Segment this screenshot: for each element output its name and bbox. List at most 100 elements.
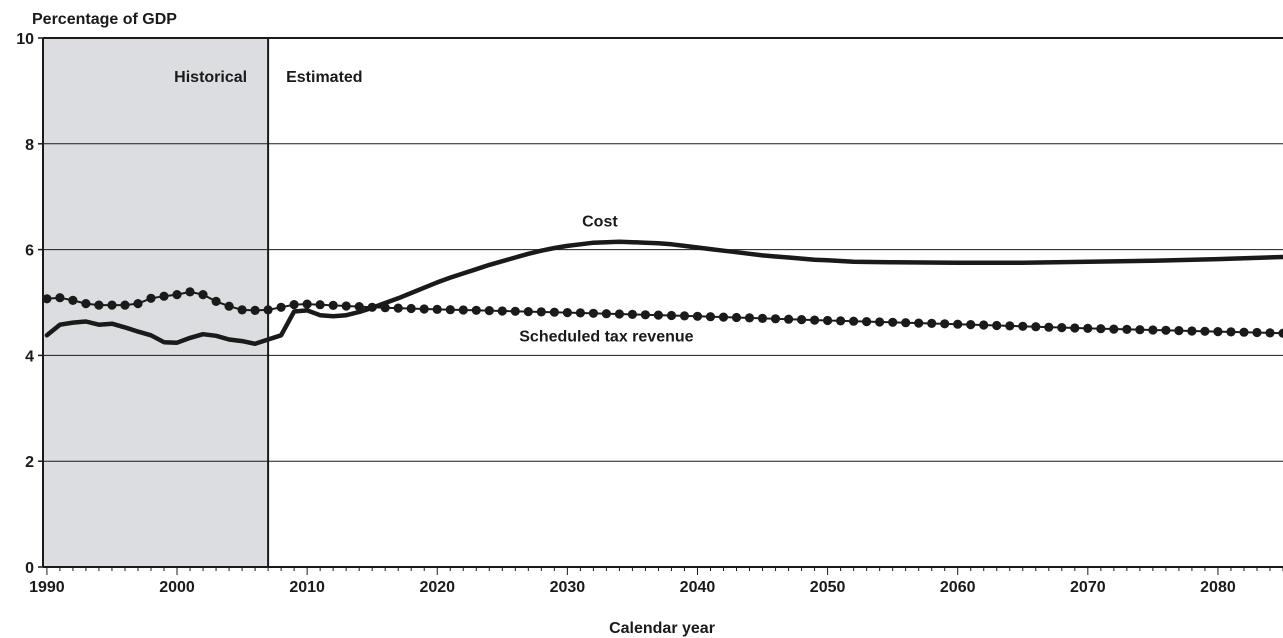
point-scheduled-tax-revenue xyxy=(1096,324,1106,334)
point-scheduled-tax-revenue xyxy=(1226,327,1236,337)
point-scheduled-tax-revenue xyxy=(1057,323,1067,333)
point-scheduled-tax-revenue xyxy=(224,301,234,311)
point-scheduled-tax-revenue xyxy=(966,320,976,330)
point-scheduled-tax-revenue xyxy=(55,293,65,303)
point-scheduled-tax-revenue xyxy=(653,310,664,320)
series-line-cost xyxy=(44,239,1283,347)
point-scheduled-tax-revenue xyxy=(68,295,78,305)
point-scheduled-tax-revenue xyxy=(81,299,91,309)
point-scheduled-tax-revenue xyxy=(979,320,989,330)
point-scheduled-tax-revenue xyxy=(354,302,364,312)
x-tick-label-2010: 2010 xyxy=(289,579,325,596)
point-scheduled-tax-revenue xyxy=(445,305,455,315)
point-scheduled-tax-revenue xyxy=(1005,321,1015,331)
y-axis-title: Percentage of GDP xyxy=(32,11,177,28)
point-scheduled-tax-revenue xyxy=(588,308,599,318)
point-scheduled-tax-revenue xyxy=(679,311,690,321)
point-scheduled-tax-revenue xyxy=(1239,327,1249,337)
point-scheduled-tax-revenue xyxy=(1083,323,1093,333)
point-scheduled-tax-revenue xyxy=(953,319,963,329)
point-scheduled-tax-revenue xyxy=(406,303,416,314)
point-scheduled-tax-revenue xyxy=(393,303,403,313)
point-scheduled-tax-revenue xyxy=(289,300,299,310)
point-scheduled-tax-revenue xyxy=(172,290,182,300)
point-scheduled-tax-revenue xyxy=(849,316,859,326)
point-scheduled-tax-revenue xyxy=(1070,323,1080,333)
series-markers-scheduled-tax-revenue xyxy=(42,287,1283,338)
point-scheduled-tax-revenue xyxy=(198,290,208,300)
point-scheduled-tax-revenue xyxy=(549,307,560,317)
point-scheduled-tax-revenue xyxy=(380,303,390,313)
point-scheduled-tax-revenue xyxy=(731,312,742,323)
point-scheduled-tax-revenue xyxy=(901,318,911,328)
point-scheduled-tax-revenue xyxy=(1148,325,1158,335)
point-scheduled-tax-revenue xyxy=(862,317,872,327)
region-label-estimated: Estimated xyxy=(286,69,362,86)
point-scheduled-tax-revenue xyxy=(823,315,833,326)
point-scheduled-tax-revenue xyxy=(328,300,338,310)
y-tick-label-0: 0 xyxy=(25,560,34,577)
y-tick-label-2: 2 xyxy=(25,454,34,471)
point-scheduled-tax-revenue xyxy=(640,310,651,320)
series-label-cost: Cost xyxy=(582,213,618,230)
point-scheduled-tax-revenue xyxy=(601,309,612,319)
point-scheduled-tax-revenue xyxy=(1044,322,1054,332)
point-scheduled-tax-revenue xyxy=(276,302,286,312)
point-scheduled-tax-revenue xyxy=(914,318,924,328)
point-scheduled-tax-revenue xyxy=(1278,328,1283,338)
point-scheduled-tax-revenue xyxy=(927,318,937,328)
x-tick-label-2020: 2020 xyxy=(419,579,455,596)
point-scheduled-tax-revenue xyxy=(302,299,312,309)
point-scheduled-tax-revenue xyxy=(536,307,546,317)
y-tick-label-6: 6 xyxy=(25,243,34,260)
point-scheduled-tax-revenue xyxy=(159,291,169,301)
x-tick-label-2060: 2060 xyxy=(940,579,976,596)
x-tick-label-2030: 2030 xyxy=(550,579,586,596)
axes: 0 2 4 6 8 10 1990 2000 2010 2020 2030 2040 2050 2060 2… xyxy=(16,31,1283,596)
point-scheduled-tax-revenue xyxy=(770,314,781,324)
point-scheduled-tax-revenue xyxy=(1161,325,1171,335)
point-scheduled-tax-revenue xyxy=(666,310,677,321)
x-tick-label-2000: 2000 xyxy=(159,579,195,596)
point-scheduled-tax-revenue xyxy=(1031,322,1041,332)
point-scheduled-tax-revenue xyxy=(810,315,820,325)
point-scheduled-tax-revenue xyxy=(888,317,898,327)
point-scheduled-tax-revenue xyxy=(1265,328,1275,338)
point-scheduled-tax-revenue xyxy=(432,304,442,314)
point-scheduled-tax-revenue xyxy=(1174,326,1184,336)
point-scheduled-tax-revenue xyxy=(575,308,586,318)
point-scheduled-tax-revenue xyxy=(1213,327,1223,337)
point-scheduled-tax-revenue xyxy=(341,301,351,311)
point-scheduled-tax-revenue xyxy=(419,304,429,314)
point-scheduled-tax-revenue xyxy=(692,311,703,321)
point-scheduled-tax-revenue xyxy=(146,293,156,303)
point-scheduled-tax-revenue xyxy=(627,309,638,319)
point-scheduled-tax-revenue xyxy=(484,306,494,316)
point-scheduled-tax-revenue xyxy=(1109,324,1119,334)
point-scheduled-tax-revenue xyxy=(744,313,755,323)
point-scheduled-tax-revenue xyxy=(120,300,130,310)
point-scheduled-tax-revenue xyxy=(107,300,117,310)
point-scheduled-tax-revenue xyxy=(705,312,716,322)
point-scheduled-tax-revenue xyxy=(458,305,468,315)
point-scheduled-tax-revenue xyxy=(1252,327,1262,338)
y-tick-label-10: 10 xyxy=(16,31,34,48)
x-tick-label-2050: 2050 xyxy=(810,579,846,596)
point-scheduled-tax-revenue xyxy=(940,319,950,329)
point-scheduled-tax-revenue xyxy=(211,296,221,306)
point-scheduled-tax-revenue xyxy=(992,320,1002,331)
point-scheduled-tax-revenue xyxy=(562,308,573,318)
point-scheduled-tax-revenue xyxy=(94,300,104,310)
point-scheduled-tax-revenue xyxy=(797,315,807,325)
point-scheduled-tax-revenue xyxy=(510,306,520,316)
point-scheduled-tax-revenue xyxy=(497,306,507,316)
point-scheduled-tax-revenue xyxy=(367,302,377,312)
point-scheduled-tax-revenue xyxy=(237,305,247,315)
point-scheduled-tax-revenue xyxy=(836,316,846,326)
region-label-historical: Historical xyxy=(174,69,247,86)
point-scheduled-tax-revenue xyxy=(718,312,729,322)
point-scheduled-tax-revenue xyxy=(315,300,325,310)
x-tick-label-2070: 2070 xyxy=(1070,579,1106,596)
point-scheduled-tax-revenue xyxy=(42,294,52,304)
